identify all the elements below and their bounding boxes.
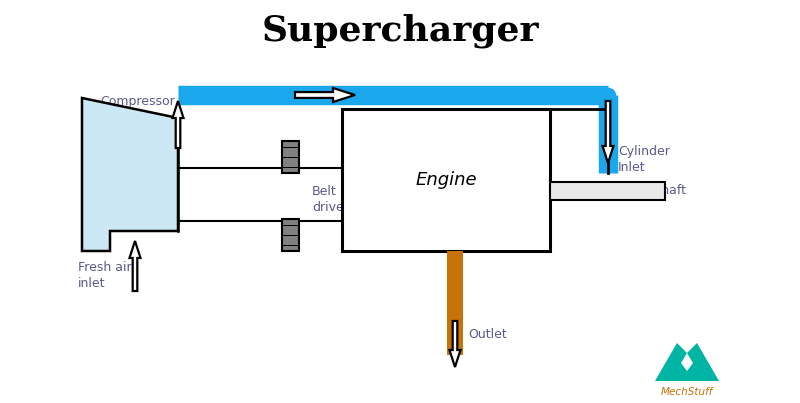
Text: Cylinder
Inlet: Cylinder Inlet <box>618 145 670 174</box>
FancyBboxPatch shape <box>282 219 298 251</box>
FancyBboxPatch shape <box>447 251 463 355</box>
Text: Engine: Engine <box>415 171 477 189</box>
Polygon shape <box>602 101 614 163</box>
Text: MechStuff: MechStuff <box>661 387 713 397</box>
FancyBboxPatch shape <box>342 109 550 251</box>
FancyBboxPatch shape <box>282 141 298 173</box>
Polygon shape <box>450 321 461 367</box>
Text: Compressor: Compressor <box>100 95 174 108</box>
Text: Outlet: Outlet <box>468 328 506 341</box>
Text: Fresh air
inlet: Fresh air inlet <box>78 261 132 290</box>
Polygon shape <box>130 241 141 291</box>
Polygon shape <box>655 343 719 381</box>
Polygon shape <box>173 101 183 148</box>
Text: Compressed air: Compressed air <box>405 116 503 129</box>
Polygon shape <box>82 98 178 251</box>
Text: Belt
drive: Belt drive <box>312 185 344 214</box>
Polygon shape <box>295 88 355 102</box>
Text: Supercharger: Supercharger <box>262 14 538 48</box>
Text: Crankshaft: Crankshaft <box>618 185 686 197</box>
Polygon shape <box>681 353 693 371</box>
FancyBboxPatch shape <box>550 182 665 200</box>
